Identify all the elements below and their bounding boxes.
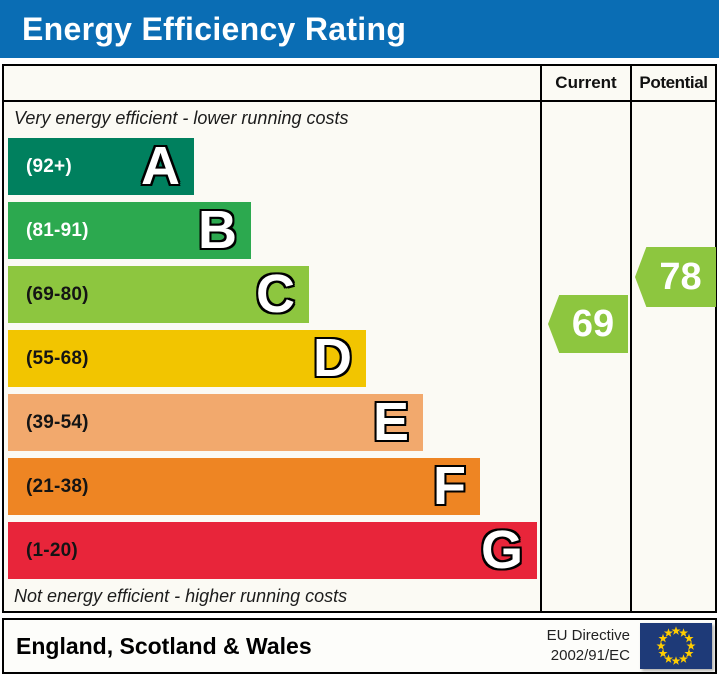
eu-flag-star-icon <box>684 633 694 643</box>
band-row-c: (69-80) C <box>8 266 309 323</box>
caption-very-efficient: Very energy efficient - lower running co… <box>14 108 349 128</box>
band-row-b: (81-91) B <box>8 202 251 259</box>
band-range-label: (55-68) <box>26 347 89 369</box>
header-divider-line <box>4 100 715 102</box>
page-title: Energy Efficiency Rating <box>22 10 407 47</box>
potential-column-divider <box>630 66 632 611</box>
eu-flag-star-icon <box>663 628 674 637</box>
eu-directive-line2: 2002/91/EC <box>550 647 630 664</box>
eu-flag-star-icon <box>671 626 681 635</box>
rating-bands-container: (92+) A (81-91) B (69-80) C (55-68) D (39-54) E (2… <box>8 138 537 586</box>
eu-flag-star-icon <box>663 654 674 663</box>
band-letter: G <box>480 519 523 580</box>
eu-flag-star-icon <box>658 633 668 643</box>
column-header-potential: Potential <box>639 73 708 92</box>
caption-not-efficient: Not energy efficient - higher running co… <box>14 586 348 606</box>
eu-flag-star-icon <box>656 641 666 650</box>
band-range-label: (92+) <box>26 155 72 177</box>
eu-flag-star-icon <box>678 628 689 637</box>
title-banner: Energy Efficiency Rating <box>0 0 719 58</box>
eu-flag-icon <box>640 623 712 669</box>
rating-table: Current Potential Very energy efficient … <box>2 64 717 613</box>
eu-flag-star-icon <box>671 656 681 665</box>
band-row-f: (21-38) F <box>8 458 480 515</box>
band-letter: E <box>372 391 409 452</box>
eu-flag-star-icon <box>678 654 689 663</box>
current-rating-marker: 69 <box>548 295 628 353</box>
eu-directive-line1: EU Directive <box>546 626 630 644</box>
potential-rating-value: 78 <box>659 255 702 298</box>
potential-rating-marker: 78 <box>635 247 716 307</box>
band-letter: F <box>433 455 466 516</box>
band-range-label: (69-80) <box>26 283 89 305</box>
band-row-a: (92+) A <box>8 138 194 195</box>
eu-flag-star-icon <box>684 648 694 658</box>
eu-flag-star-icon <box>658 648 668 658</box>
band-range-label: (81-91) <box>26 219 89 241</box>
band-row-g: (1-20) G <box>8 522 537 579</box>
band-row-d: (55-68) D <box>8 330 366 387</box>
current-column-divider <box>540 66 542 611</box>
region-label: England, Scotland & Wales <box>16 632 312 659</box>
band-range-label: (1-20) <box>26 539 78 561</box>
band-range-label: (39-54) <box>26 411 89 433</box>
band-letter: D <box>313 327 352 388</box>
eu-flag-star-icon <box>686 641 696 650</box>
band-range-label: (21-38) <box>26 475 89 497</box>
band-letter: C <box>256 263 295 324</box>
current-rating-value: 69 <box>571 302 615 345</box>
band-letter: B <box>198 199 237 260</box>
eu-directive-text: EU Directive 2002/91/EC <box>547 620 630 672</box>
band-row-e: (39-54) E <box>8 394 423 451</box>
column-header-current: Current <box>555 73 617 92</box>
band-letter: A <box>141 135 180 196</box>
footer-bar: England, Scotland & Wales EU Directive 2… <box>2 618 717 674</box>
